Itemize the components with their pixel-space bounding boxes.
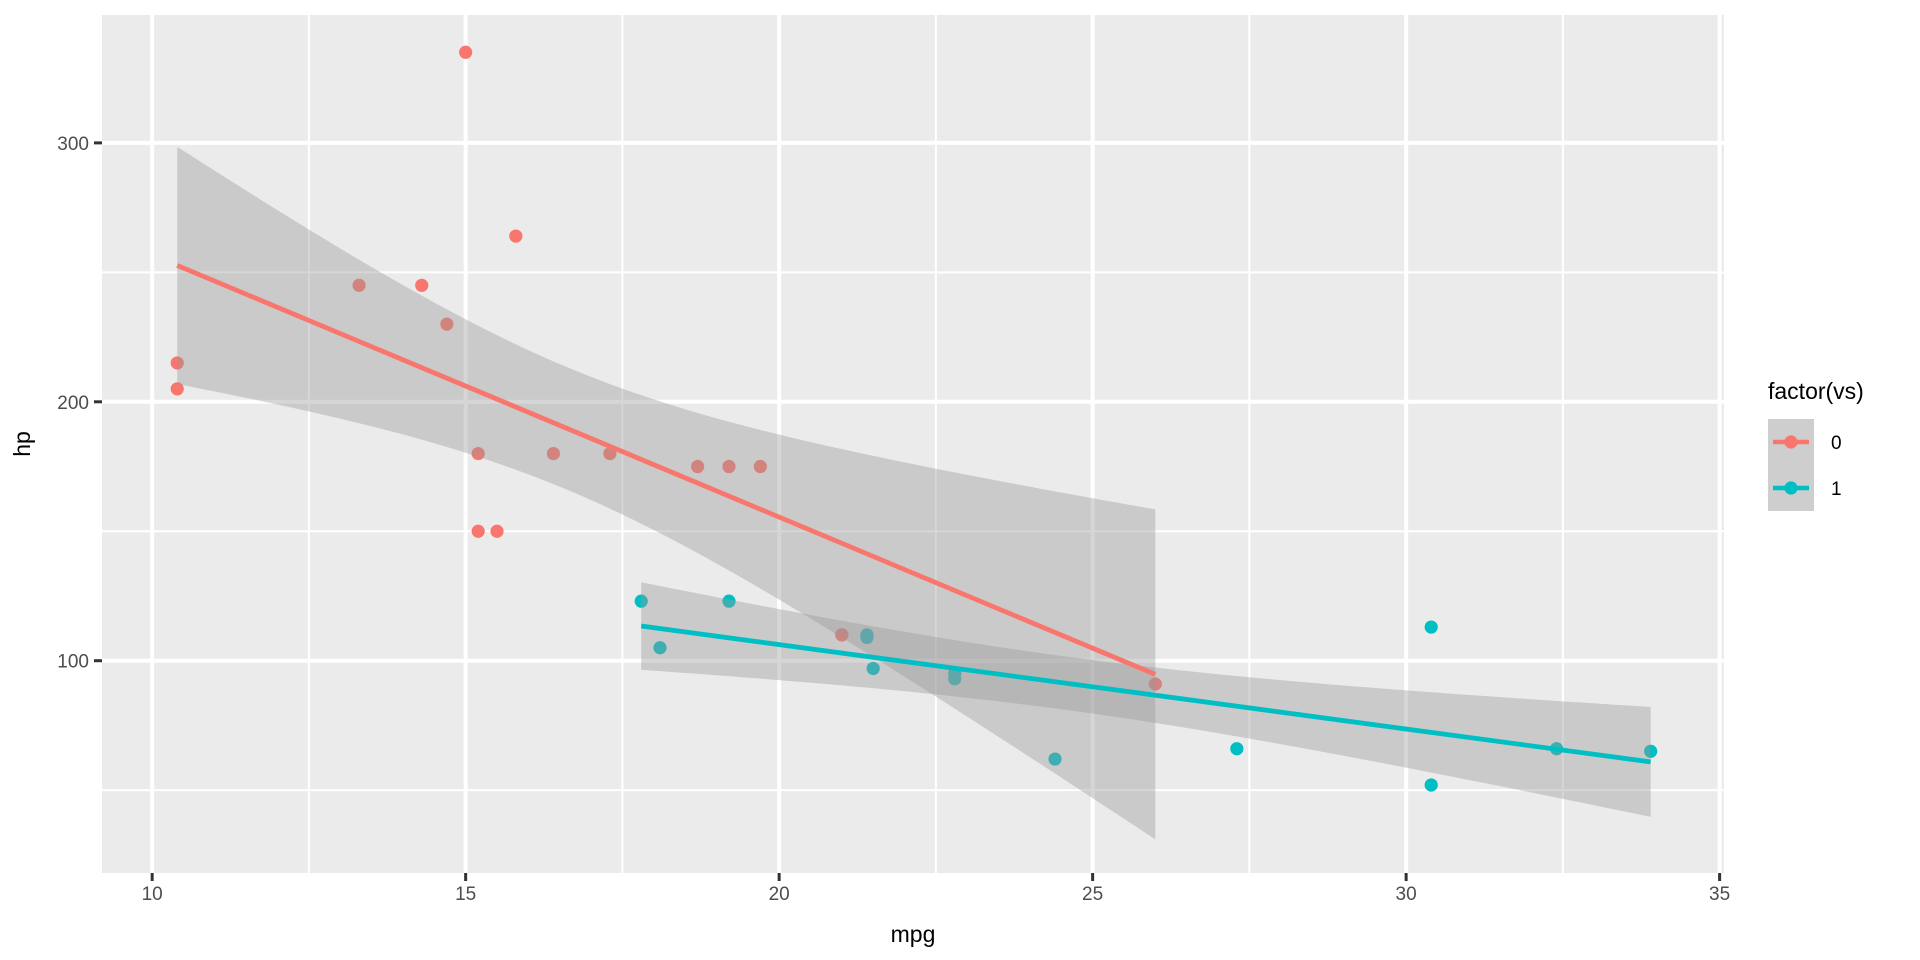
scatter-point: [352, 278, 366, 292]
scatter-point: [860, 630, 874, 644]
legend-key-point: [1784, 435, 1798, 449]
legend: factor(vs) 01: [1768, 378, 1864, 511]
x-tick-label: 20: [769, 884, 790, 905]
x-tick-label: 35: [1709, 884, 1730, 905]
scatter-point: [722, 459, 736, 474]
scatter-point: [459, 45, 473, 59]
scatter-point: [490, 524, 504, 538]
x-tick-label: 15: [455, 884, 476, 905]
scatter-point: [546, 446, 561, 461]
plot-panel: [102, 15, 1724, 873]
legend-key-point: [1784, 481, 1798, 495]
scatter-point: [691, 459, 705, 474]
regression-lines: [176, 263, 1651, 765]
scatter-point: [170, 356, 184, 370]
scatter-point: [1644, 744, 1658, 758]
x-tick-label: 25: [1082, 884, 1103, 905]
scatter-point: [415, 278, 429, 292]
x-axis-title: mpg: [891, 921, 936, 947]
scatter-point: [634, 594, 648, 608]
scatter-point: [471, 524, 485, 538]
axis-titles: mpg hp: [9, 431, 935, 947]
axes: 10 15 20 25 30 35 100 200 300: [57, 134, 1730, 905]
x-tick-label: 10: [142, 884, 163, 905]
y-tick-label: 100: [57, 652, 89, 673]
smooth-line-1: [640, 623, 1651, 765]
scatter-point: [1230, 742, 1244, 756]
legend-title: factor(vs): [1768, 378, 1864, 404]
scatter-point: [653, 641, 667, 655]
scatter-point: [866, 661, 880, 676]
scatter-point: [1048, 752, 1062, 766]
scatter-point: [1424, 620, 1438, 634]
scatter-point: [471, 446, 485, 461]
y-tick-label: 300: [57, 134, 89, 155]
ci-ribbon-1: [641, 582, 1651, 817]
scatter-point: [753, 459, 767, 474]
confidence-ribbons: [177, 146, 1651, 840]
y-tick-label: 200: [57, 393, 89, 414]
panel-background: [102, 15, 1724, 873]
legend-entry-label: 0: [1831, 433, 1842, 454]
smooth-line-0: [176, 263, 1157, 677]
scatter-point: [170, 382, 184, 396]
data-points: [170, 45, 1658, 792]
scatter-point: [509, 229, 523, 243]
scatter-point: [722, 594, 736, 608]
x-tick-label: 30: [1396, 884, 1417, 905]
y-axis-title: hp: [9, 431, 35, 457]
legend-keys: 01: [1768, 419, 1842, 511]
scatter-point: [1424, 778, 1438, 792]
ci-ribbon-0: [177, 146, 1156, 840]
scatter-point: [1148, 677, 1162, 691]
legend-entry-label: 1: [1831, 479, 1842, 500]
scatter-point: [440, 317, 454, 331]
scatter-point: [835, 628, 849, 642]
